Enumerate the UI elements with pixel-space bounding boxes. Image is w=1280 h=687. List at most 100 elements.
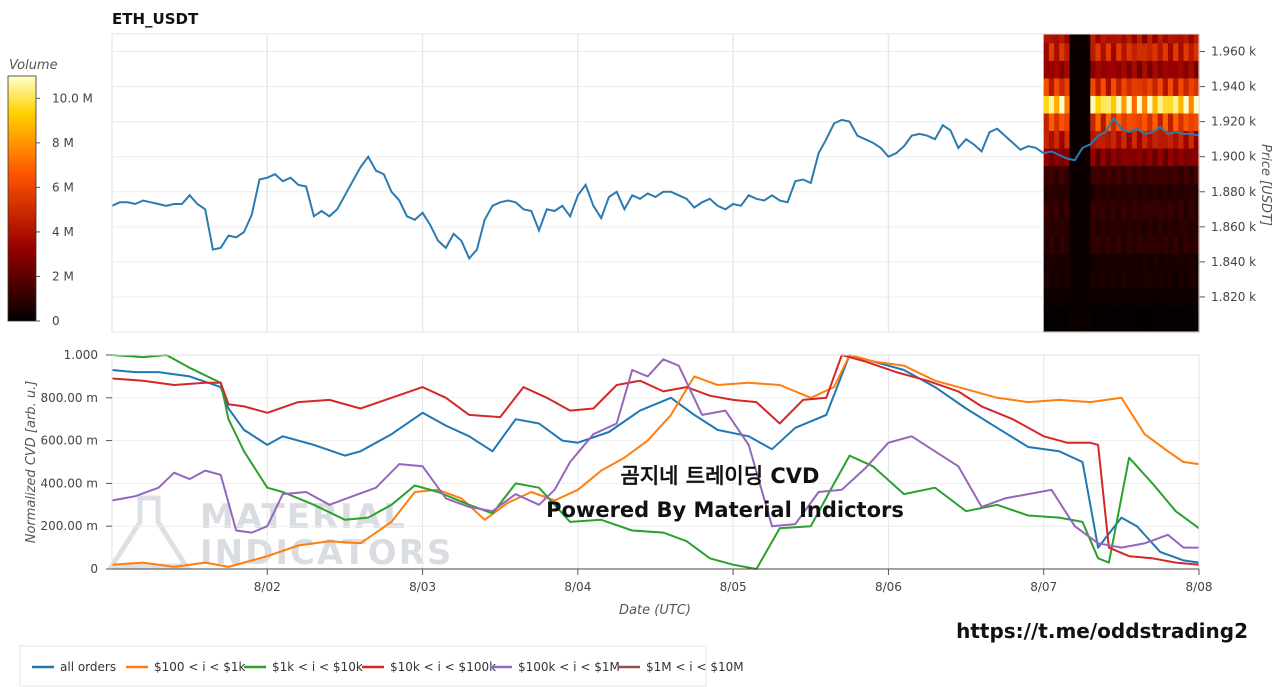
heatmap-cell [1136,183,1143,202]
heatmap-cell [1152,60,1159,79]
telegram-link[interactable]: https://t.me/oddstrading2 [956,619,1248,643]
heatmap-cell [1152,34,1159,44]
heatmap-cell [1059,60,1066,79]
heatmap-cell [1043,130,1050,149]
heatmap-cell [1121,183,1128,202]
heatmap-cell [1105,288,1112,307]
heatmap-cell [1142,235,1148,254]
heatmap-cell [1074,288,1081,307]
heatmap-cell [1069,235,1076,254]
heatmap-cell [1193,60,1200,79]
legend-label: $1k < i < $10k [272,660,363,674]
heatmap-cell [1152,95,1159,114]
heatmap-cell [1090,34,1097,44]
heatmap-cell [1054,218,1060,237]
heatmap-cell [1074,95,1081,114]
heatmap-cell [1043,77,1050,96]
heatmap-cell [1100,147,1107,167]
heatmap-cell [1167,165,1174,184]
heatmap-cell [1043,147,1050,167]
heatmap-cell [1162,112,1169,132]
heatmap-cell [1059,305,1066,333]
heatmap-cell [1111,147,1117,167]
heatmap-cell [1043,235,1050,254]
heatmap-cell [1167,60,1174,79]
heatmap-cell [1157,200,1164,219]
heatmap-cell [1183,165,1190,184]
heatmap-cell [1069,183,1076,202]
heatmap-cell [1142,60,1148,79]
cvd-tick-label: 200.00 m [41,519,99,533]
heatmap-cell [1142,34,1148,44]
heatmap-cell [1121,147,1128,167]
heatmap-cell [1043,218,1050,237]
volume-heatmap [1043,34,1200,333]
heatmap-cell [1131,253,1138,272]
heatmap-cell [1069,34,1076,44]
heatmap-cell [1105,235,1112,254]
heatmap-cell [1142,200,1148,219]
heatmap-cell [1131,305,1138,333]
heatmap-cell [1105,112,1112,132]
heatmap-cell [1085,60,1091,79]
heatmap-cell [1054,147,1060,167]
heatmap-cell [1074,235,1081,254]
heatmap-cell [1116,147,1122,167]
heatmap-cell [1157,77,1164,96]
heatmap-cell [1142,165,1148,184]
heatmap-cell [1069,270,1076,289]
heatmap-cell [1054,200,1060,219]
heatmap-cell [1079,165,1086,184]
heatmap-cell [1188,77,1195,96]
heatmap-cell [1147,183,1154,202]
heatmap-cell [1162,270,1169,289]
heatmap-cell [1142,112,1148,132]
heatmap-cell [1054,130,1060,149]
heatmap-cell [1085,95,1091,114]
heatmap-cell [1064,95,1071,114]
heatmap-cell [1095,77,1102,96]
heatmap-cell [1064,60,1071,79]
heatmap-cell [1162,218,1169,237]
heatmap-cell [1043,200,1050,219]
colorbar-tick-label: 8 M [52,136,74,150]
price-tick-label: 1.860 k [1211,220,1256,234]
heatmap-cell [1178,60,1185,79]
heatmap-cell [1064,218,1071,237]
heatmap-cell [1126,77,1133,96]
heatmap-cell [1116,34,1122,44]
heatmap-cell [1116,183,1122,202]
heatmap-cell [1167,147,1174,167]
heatmap-cell [1100,183,1107,202]
watermark-line2: INDICATORS [200,533,453,573]
heatmap-cell [1147,95,1154,114]
legend-label: $100 < i < $1k [154,660,246,674]
heatmap-cell [1178,305,1185,333]
heatmap-cell [1116,288,1122,307]
heatmap-cell [1100,218,1107,237]
heatmap-cell [1147,165,1154,184]
heatmap-cell [1152,235,1159,254]
heatmap-cell [1085,112,1091,132]
heatmap-cell [1136,165,1143,184]
colorbar-tick-label: 10.0 M [52,91,93,105]
heatmap-cell [1131,165,1138,184]
heatmap-cell [1157,235,1164,254]
heatmap-cell [1193,305,1200,333]
heatmap-cell [1074,183,1081,202]
heatmap-cell [1095,288,1102,307]
heatmap-cell [1079,218,1086,237]
price-tick-label: 1.880 k [1211,185,1256,199]
heatmap-cell [1188,130,1195,149]
x-tick-label: 8/05 [720,580,747,594]
price-tick-label: 1.960 k [1211,45,1256,59]
heatmap-cell [1095,218,1102,237]
heatmap-cell [1142,305,1148,333]
heatmap-cell [1054,165,1060,184]
heatmap-cell [1121,288,1128,307]
heatmap-cell [1173,183,1179,202]
cvd-series-1 [111,354,1200,568]
heatmap-cell [1069,253,1076,272]
heatmap-cell [1074,112,1081,132]
